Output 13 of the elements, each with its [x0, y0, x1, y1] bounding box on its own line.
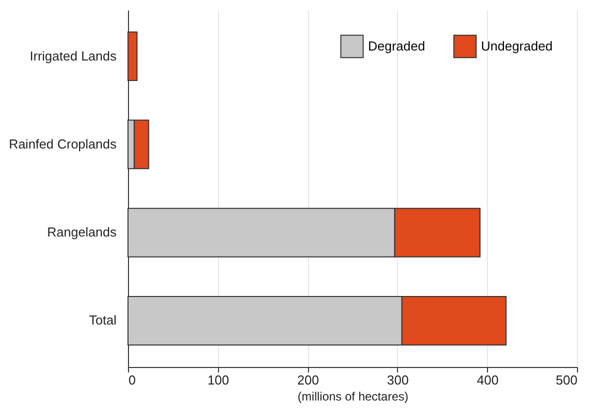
x-tick-label: 200	[297, 372, 319, 388]
x-tick-label: 400	[476, 372, 499, 388]
legend-label: Undegraded	[481, 38, 553, 54]
x-tick-label: 300	[387, 372, 409, 388]
x-tick-label: 100	[207, 372, 230, 388]
legend-label: Degraded	[368, 38, 426, 54]
y-tick-label: Irrigated Lands	[30, 48, 117, 64]
y-tick-label: Total	[89, 312, 117, 328]
y-tick-label: Rangelands	[47, 224, 117, 240]
x-axis-title: (millions of hectares)	[298, 390, 408, 404]
x-tick-label: 0	[128, 372, 136, 388]
y-tick-label: Rainfed Croplands	[8, 136, 117, 152]
x-tick-label: 500	[556, 372, 578, 388]
